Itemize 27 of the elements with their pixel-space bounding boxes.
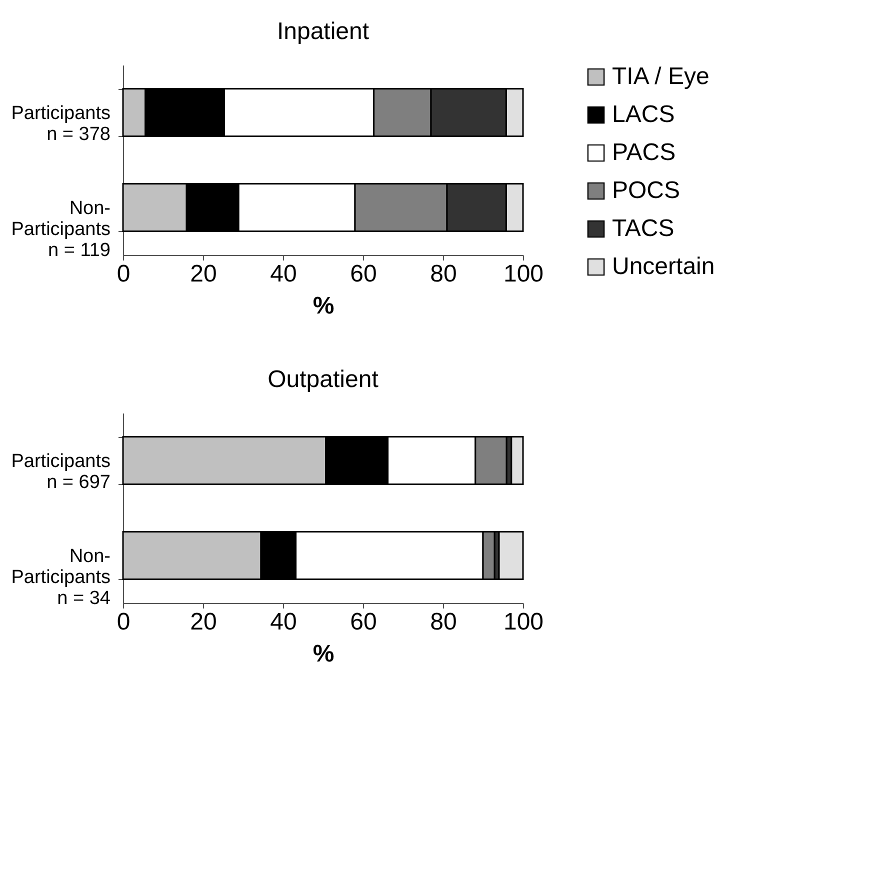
x-tick-label: 20 bbox=[190, 608, 217, 636]
y-tick-label: Participants n = 697 bbox=[11, 451, 110, 493]
x-tick-label: 80 bbox=[430, 608, 457, 636]
x-tick-label: 0 bbox=[116, 608, 130, 636]
x-tick-label: 100 bbox=[503, 608, 544, 636]
x-tick-label: 0 bbox=[116, 260, 130, 288]
x-axis-title: % bbox=[312, 640, 334, 668]
x-tick-label: 80 bbox=[430, 260, 457, 288]
x-axis-title: % bbox=[312, 292, 334, 320]
legend-label: LACS bbox=[612, 101, 675, 128]
legend-label: TIA / Eye bbox=[612, 63, 710, 90]
y-tick-label: Non- Participants n = 34 bbox=[11, 546, 111, 609]
y-tick-label: Non- Participants n = 119 bbox=[11, 198, 110, 261]
x-tick-label: 100 bbox=[503, 260, 544, 288]
x-tick-label: 20 bbox=[190, 260, 217, 288]
y-tick-label: Participants n = 378 bbox=[11, 103, 110, 145]
legend-label: TACS bbox=[612, 215, 674, 242]
legend-label: PACS bbox=[612, 139, 676, 166]
x-tick-label: 40 bbox=[270, 260, 297, 288]
chart-title: Outpatient bbox=[268, 366, 379, 393]
legend-label: Uncertain bbox=[612, 253, 715, 280]
x-tick-label: 60 bbox=[350, 608, 377, 636]
bar bbox=[498, 531, 524, 580]
legend-label: POCS bbox=[612, 177, 680, 204]
chart-title: Inpatient bbox=[276, 18, 370, 45]
x-tick-label: 40 bbox=[270, 608, 297, 636]
x-tick-label: 60 bbox=[350, 260, 377, 288]
